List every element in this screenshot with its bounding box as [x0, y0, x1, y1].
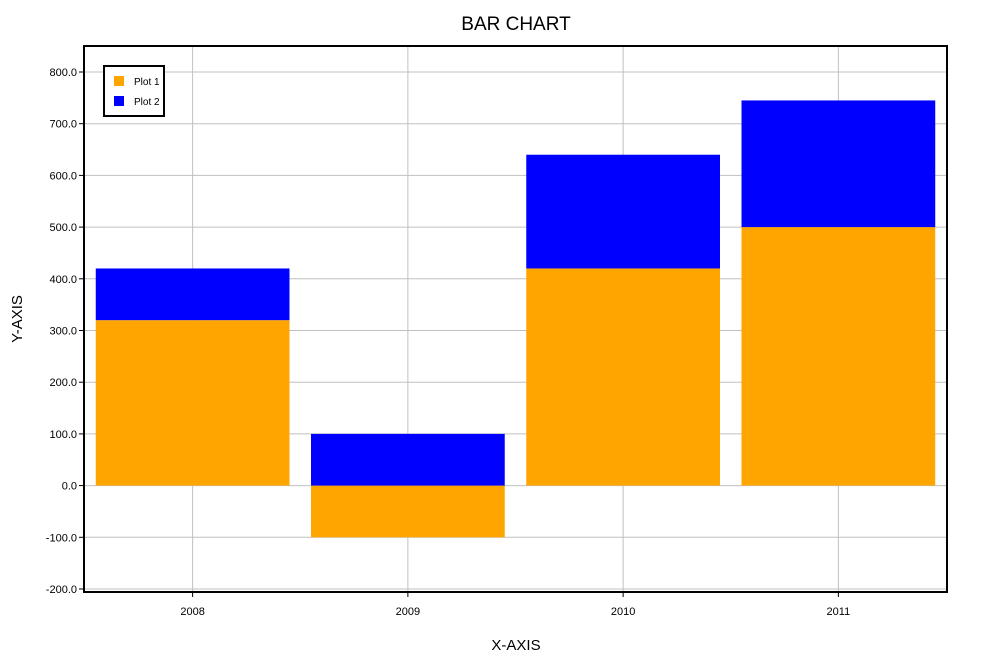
bar-series-2-2010 [526, 154, 720, 269]
y-tick-label: 600.0 [49, 170, 77, 182]
y-tick-label: 700.0 [49, 119, 77, 131]
plot-frame [83, 45, 948, 593]
y-tick-label: 100.0 [49, 429, 77, 441]
x-axis-label: X-AXIS [491, 637, 540, 654]
y-tick-label: 200.0 [49, 377, 77, 389]
bar-series-1-2009 [311, 485, 505, 538]
y-tick-label: 500.0 [49, 222, 77, 234]
bar-series-2-2008 [95, 268, 290, 321]
x-tick-label: 2009 [396, 606, 420, 618]
bar-series-1-2008 [95, 320, 290, 486]
y-tick-label: -200.0 [46, 584, 77, 596]
bar-series-2-2011 [741, 100, 936, 228]
bar-series-1-2011 [741, 227, 936, 486]
legend-swatch [114, 76, 124, 86]
bar-series-1-2010 [526, 268, 720, 486]
legend-label: Plot 1 [134, 77, 160, 88]
y-axis-ticks: -200.0 -100.0 0.0 100.0 200.0 300.0 400.0 500.0… [46, 67, 84, 596]
x-tick-label: 2010 [611, 606, 635, 618]
y-tick-label: -100.0 [46, 532, 77, 544]
x-tick-label: 2008 [180, 606, 204, 618]
legend-box [103, 65, 165, 117]
y-tick-label: 800.0 [49, 67, 77, 79]
legend-swatch [114, 96, 124, 106]
bars [95, 100, 936, 538]
chart-title: BAR CHART [461, 14, 571, 35]
legend-label: Plot 2 [134, 97, 160, 108]
y-tick-label: 0.0 [62, 481, 77, 493]
y-axis-label: Y-AXIS [9, 295, 26, 343]
y-tick-label: 300.0 [49, 326, 77, 338]
x-tick-label: 2011 [827, 606, 851, 618]
y-tick-label: 400.0 [49, 274, 77, 286]
legend: Plot 1 Plot 2 [103, 65, 165, 117]
x-axis-ticks: 2008 2009 2010 2011 [180, 592, 850, 618]
bar-series-2-2009 [311, 433, 505, 486]
